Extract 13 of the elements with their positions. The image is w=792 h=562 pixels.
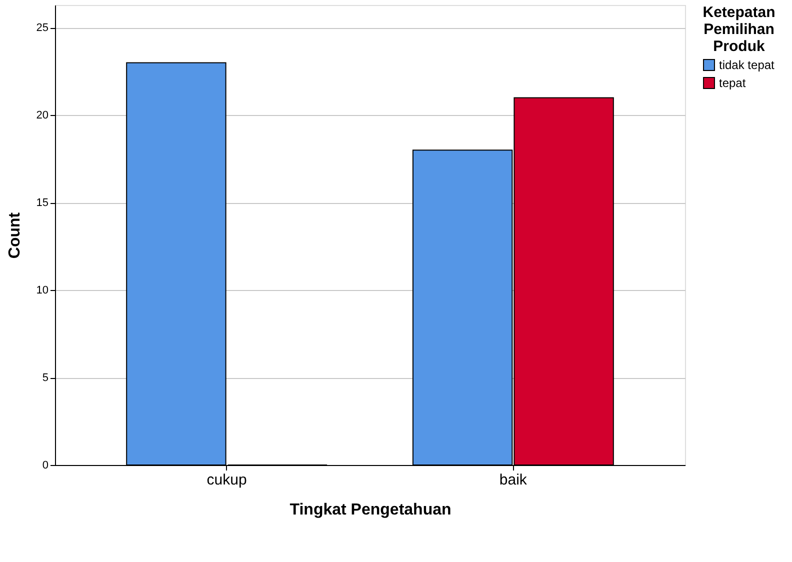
x-tick-label: baik bbox=[499, 472, 528, 488]
legend-label: tepat bbox=[719, 76, 746, 90]
y-tick-label: 5 bbox=[42, 372, 48, 384]
x-axis-title: Tingkat Pengetahuan bbox=[290, 502, 452, 518]
x-tick-label: cukup bbox=[206, 472, 247, 488]
y-axis-title: Count bbox=[6, 212, 24, 259]
y-tick-label: 15 bbox=[36, 197, 48, 210]
y-tick-label: 10 bbox=[36, 284, 48, 297]
legend-title: Ketepatan Pemilihan Produk bbox=[702, 4, 776, 55]
y-tick-label: 20 bbox=[36, 110, 48, 122]
y-tick-label: 0 bbox=[42, 460, 48, 472]
legend-label: tidak tepat bbox=[719, 58, 776, 72]
y-tick-label: 25 bbox=[36, 22, 48, 34]
